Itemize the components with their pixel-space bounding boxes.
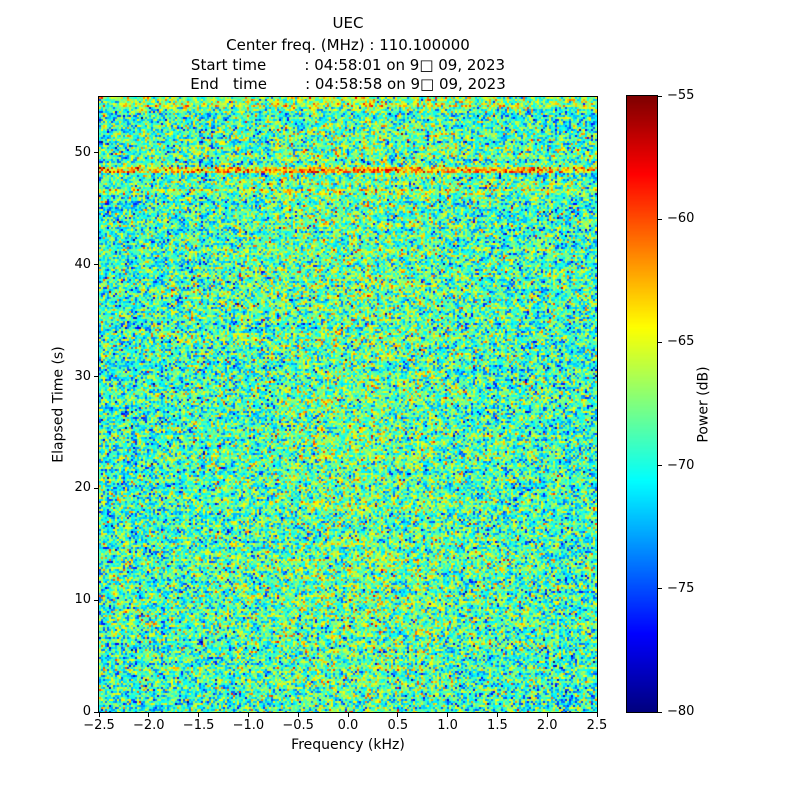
x-tick-mark [496, 713, 498, 717]
colorbar-tick-label: −65 [667, 334, 695, 350]
subtitle-end-time: End time : 04:58:58 on 9□ 09, 2023 [190, 75, 506, 93]
colorbar-tick-mark [658, 218, 662, 220]
x-axis-label: Frequency (kHz) [291, 737, 405, 753]
colorbar-tick-label: −55 [667, 88, 695, 103]
x-tick-mark [198, 713, 200, 717]
colorbar-tick-label: −70 [667, 457, 695, 473]
y-tick-label: 10 [74, 592, 91, 608]
subtitle-start-time: Start time : 04:58:01 on 9□ 09, 2023 [190, 55, 506, 74]
colorbar-tick-mark [658, 711, 662, 713]
y-tick-label: 40 [74, 256, 91, 272]
colorbar-tick-label: −60 [667, 211, 695, 227]
y-axis-label: Elapsed Time (s) [50, 346, 67, 463]
y-tick-mark [94, 264, 98, 266]
x-tick-label: 0.5 [387, 718, 409, 733]
y-tick-mark [94, 599, 98, 601]
y-tick-label: 50 [74, 144, 91, 160]
x-tick-label: −1.0 [232, 718, 265, 733]
x-tick-label: 2.0 [536, 718, 558, 733]
x-tick-mark [397, 713, 399, 717]
x-tick-label: 2.5 [586, 718, 608, 733]
chart-subtitle: Center freq. (MHz) : 110.100000 Start ti… [48, 36, 648, 95]
x-tick-label: −2.5 [83, 718, 115, 733]
x-tick-label: −0.5 [282, 718, 314, 733]
y-tick-label: 30 [74, 368, 91, 384]
y-tick-label: 0 [82, 704, 91, 719]
chart-title: UEC [332, 14, 364, 32]
x-tick-mark [148, 713, 150, 717]
subtitle-center-freq: Center freq. (MHz) : 110.100000 [226, 36, 470, 54]
x-tick-mark [447, 713, 449, 717]
spectrogram-canvas [99, 97, 597, 712]
x-tick-label: −1.5 [182, 718, 215, 733]
x-tick-mark [98, 713, 100, 717]
colorbar-tick-mark [658, 95, 662, 97]
colorbar [626, 95, 658, 713]
colorbar-tick-mark [658, 465, 662, 467]
x-tick-label: −2.0 [133, 718, 165, 733]
x-tick-label: 1.0 [437, 718, 458, 733]
x-tick-mark [347, 713, 349, 717]
y-tick-mark [94, 152, 98, 154]
x-tick-mark [596, 713, 598, 717]
x-tick-label: 0.0 [337, 718, 359, 733]
spectrogram-plot-area [98, 96, 598, 713]
y-tick-label: 20 [74, 480, 91, 496]
colorbar-tick-mark [658, 341, 662, 343]
x-tick-mark [546, 713, 548, 717]
colorbar-tick-label: −75 [667, 580, 695, 596]
y-tick-mark [94, 487, 98, 489]
x-tick-mark [297, 713, 299, 717]
colorbar-tick-label: −80 [667, 704, 695, 719]
colorbar-tick-mark [658, 588, 662, 590]
x-tick-label: 1.5 [487, 718, 508, 733]
colorbar-gradient-canvas [627, 96, 657, 712]
y-tick-mark [94, 376, 98, 378]
y-tick-mark [94, 711, 98, 713]
x-tick-mark [247, 713, 249, 717]
